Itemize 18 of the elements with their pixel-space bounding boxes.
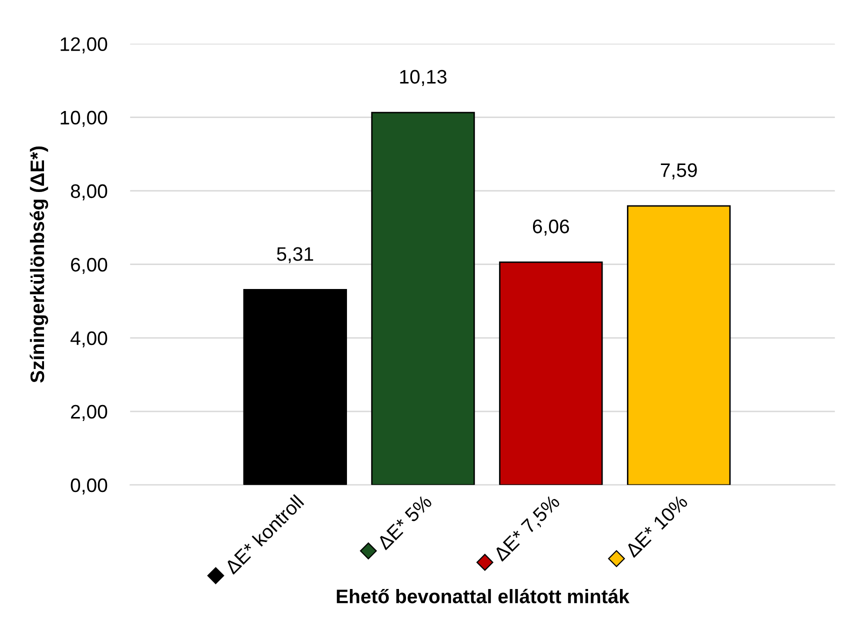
bar	[243, 289, 347, 485]
y-tick-label: 2,00	[71, 404, 108, 421]
bar	[371, 112, 475, 485]
x-tick-label: ΔE* 5%	[376, 494, 433, 550]
y-tick-label: 6,00	[71, 258, 108, 274]
y-tick-label: 4,00	[70, 331, 108, 348]
data-label: 6,06	[532, 220, 569, 236]
data-label: 10,13	[400, 70, 446, 86]
data-label: 5,31	[276, 247, 314, 264]
y-tick-label: 10,00	[60, 110, 108, 127]
y-tick-label: 0,00	[70, 478, 108, 494]
bar	[499, 261, 603, 485]
y-tick-label: 12,00	[60, 37, 108, 54]
x-axis-title: Ehető bevonattal ellátott minták	[336, 588, 630, 604]
y-axis-title: Színingerkülönbség (ΔE*)	[30, 146, 48, 383]
data-label: 7,59	[660, 163, 697, 180]
y-tick-label: 8,00	[70, 184, 108, 200]
bar	[626, 205, 731, 485]
